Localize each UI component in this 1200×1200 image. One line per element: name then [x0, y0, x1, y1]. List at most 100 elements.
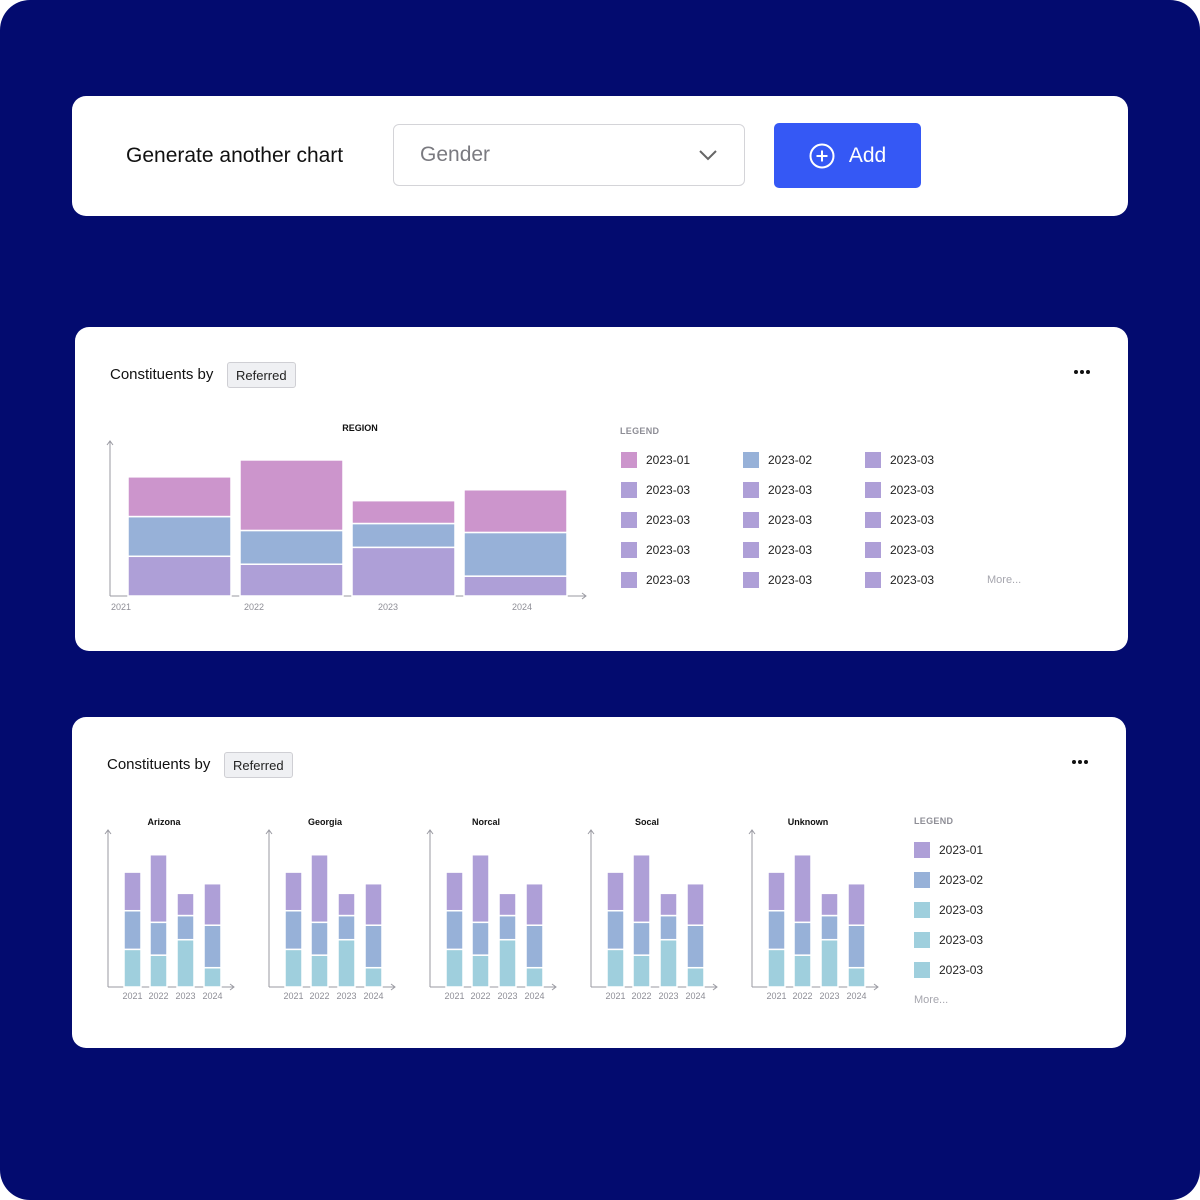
bar-segment-2024-1	[463, 531, 568, 577]
bar-segment-2022-1	[149, 921, 168, 956]
legend-label: 2023-03	[890, 573, 935, 587]
bar-segment-2024-1	[686, 924, 705, 969]
legend-swatch	[865, 452, 881, 468]
bar-segment-2021-1	[767, 909, 786, 951]
x-tick-label: 2023	[378, 602, 398, 612]
legend-swatch	[743, 512, 759, 528]
x-axis-arrow	[873, 983, 879, 991]
small-multiples-card: Constituents by Referred Arizona 2021 2022…	[72, 717, 1126, 1048]
legend-item: 2023-03	[621, 572, 690, 588]
bar-segment-2023-1	[659, 914, 678, 941]
x-tick-label: 2024	[512, 602, 532, 612]
bar-segment-2024-0	[525, 966, 544, 988]
x-tick-label: 2022	[470, 991, 490, 1001]
legend-swatch	[621, 512, 637, 528]
legend-swatch	[743, 572, 759, 588]
legend-swatch	[865, 542, 881, 558]
legend-item: 2023-03	[865, 572, 934, 588]
legend-swatch	[914, 962, 930, 978]
bar-segment-2024-1	[525, 924, 544, 969]
bar-segment-2024-0	[364, 966, 383, 988]
legend-item: 2023-03	[621, 542, 690, 558]
bar-segment-2024-2	[525, 882, 544, 926]
legend-swatch	[914, 932, 930, 948]
legend-swatch	[865, 512, 881, 528]
bar-segment-2024-2	[686, 882, 705, 926]
chart-title: Arizona	[147, 817, 181, 827]
norcal-chart: Norcal 2021 2022 2023 2024	[426, 817, 557, 1001]
bar-segment-2022-1	[793, 921, 812, 956]
y-axis-arrow	[104, 829, 112, 835]
chart-title: Unknown	[788, 817, 829, 827]
legend-label: 2023-03	[890, 543, 935, 557]
legend-swatch	[865, 482, 881, 498]
add-button[interactable]: Add	[774, 123, 921, 188]
x-tick-label: 2023	[497, 991, 517, 1001]
x-tick-label: 2021	[444, 991, 464, 1001]
more-horizontal-icon[interactable]	[1073, 369, 1091, 375]
bar-segment-2024-0	[463, 575, 568, 597]
card-title: Constituents by	[107, 756, 211, 773]
x-axis-arrow	[581, 592, 587, 600]
bar-segment-2021-0	[127, 555, 232, 597]
legend-swatch	[865, 572, 881, 588]
bar-segment-2021-0	[284, 948, 303, 988]
bar-segment-2022-0	[471, 954, 490, 988]
attribute-select[interactable]: Gender	[393, 124, 745, 186]
card-title: Constituents by	[110, 366, 214, 383]
legend-label: 2023-03	[890, 483, 935, 497]
bar-segment-2021-1	[606, 909, 625, 951]
bar-segment-2023-2	[659, 892, 678, 917]
legend-label: 2023-02	[939, 873, 984, 887]
bar-segment-2023-1	[498, 914, 517, 941]
legend-item: 2023-03	[914, 962, 983, 978]
y-axis-arrow	[748, 829, 756, 835]
bar-segment-2021-0	[606, 948, 625, 988]
bar-segment-2021-2	[123, 871, 142, 912]
legend-more-link[interactable]: More...	[914, 994, 949, 1006]
legend-label: 2023-02	[768, 453, 813, 467]
bar-segment-2024-0	[203, 966, 222, 988]
chart-title: Socal	[635, 817, 659, 827]
y-axis-arrow	[587, 829, 595, 835]
bar-segment-2024-1	[847, 924, 866, 969]
region-chart-card: Constituents by Referred REGION 2021 2022 2…	[75, 327, 1128, 651]
legend-item: 2023-03	[621, 512, 690, 528]
bar-segment-2023-0	[498, 938, 517, 988]
legend-item: 2023-03	[743, 542, 812, 558]
bar-segment-2023-2	[820, 892, 839, 917]
bar-segment-2023-1	[337, 914, 356, 941]
bar-segment-2024-2	[847, 882, 866, 926]
bar-segment-2021-0	[123, 948, 142, 988]
legend-item: 2023-03	[865, 512, 934, 528]
bar-segment-2023-1	[820, 914, 839, 941]
bar-segment-2023-2	[351, 499, 456, 525]
bar-segment-2024-0	[847, 966, 866, 988]
bar-segment-2022-2	[793, 853, 812, 924]
legend-item: 2023-03	[743, 482, 812, 498]
legend-more-link[interactable]: More...	[987, 574, 1022, 586]
bar-segment-2021-2	[606, 871, 625, 912]
bar-segment-2022-0	[310, 954, 329, 988]
bar-segment-2022-0	[149, 954, 168, 988]
legend-swatch	[621, 482, 637, 498]
legend-item: 2023-03	[865, 452, 934, 468]
x-tick-label: 2022	[309, 991, 329, 1001]
bar-segment-2024-2	[203, 882, 222, 926]
bar-segment-2023-0	[820, 938, 839, 988]
add-button-label: Add	[848, 143, 887, 167]
bar-segment-2022-1	[310, 921, 329, 956]
y-axis-arrow	[265, 829, 273, 835]
chart-title: Norcal	[472, 817, 500, 827]
legend-item: 2023-02	[914, 872, 983, 888]
x-tick-label: 2023	[658, 991, 678, 1001]
filter-chip[interactable]: Referred	[227, 362, 296, 388]
bar-segment-2022-2	[471, 853, 490, 924]
bar-segment-2022-2	[149, 853, 168, 924]
filter-chip[interactable]: Referred	[224, 752, 293, 778]
x-tick-label: 2021	[111, 602, 131, 612]
legend-label: 2023-03	[646, 513, 691, 527]
legend-item: 2023-01	[621, 452, 690, 468]
more-horizontal-icon[interactable]	[1071, 759, 1089, 765]
